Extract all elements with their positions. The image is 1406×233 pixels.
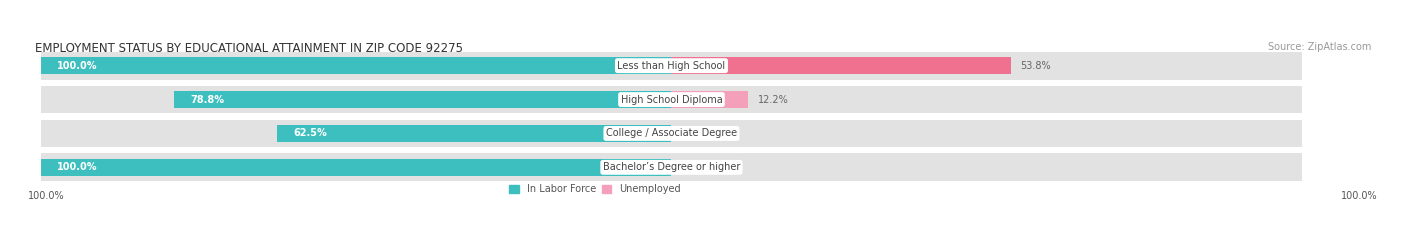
Text: 100.0%: 100.0%: [28, 191, 65, 201]
Text: Source: ZipAtlas.com: Source: ZipAtlas.com: [1268, 42, 1371, 52]
Legend: In Labor Force, Unemployed: In Labor Force, Unemployed: [505, 180, 685, 198]
Bar: [174, 91, 672, 108]
Text: 0.0%: 0.0%: [681, 128, 706, 138]
Text: 0.0%: 0.0%: [681, 162, 706, 172]
Bar: [41, 57, 672, 75]
Bar: [41, 52, 1302, 79]
Bar: [41, 86, 1302, 113]
Text: Bachelor’s Degree or higher: Bachelor’s Degree or higher: [603, 162, 740, 172]
Text: EMPLOYMENT STATUS BY EDUCATIONAL ATTAINMENT IN ZIP CODE 92275: EMPLOYMENT STATUS BY EDUCATIONAL ATTAINM…: [35, 42, 463, 55]
Text: 12.2%: 12.2%: [758, 95, 789, 105]
Text: High School Diploma: High School Diploma: [620, 95, 723, 105]
Text: 100.0%: 100.0%: [1341, 191, 1378, 201]
Text: College / Associate Degree: College / Associate Degree: [606, 128, 737, 138]
Text: 62.5%: 62.5%: [292, 128, 326, 138]
Text: 53.8%: 53.8%: [1021, 61, 1050, 71]
Text: 100.0%: 100.0%: [56, 162, 97, 172]
Text: 100.0%: 100.0%: [56, 61, 97, 71]
Bar: [277, 125, 672, 142]
Text: Less than High School: Less than High School: [617, 61, 725, 71]
Bar: [672, 91, 748, 108]
Bar: [41, 120, 1302, 147]
Text: 78.8%: 78.8%: [190, 95, 224, 105]
Bar: [41, 158, 672, 176]
Bar: [672, 57, 1011, 75]
Bar: [41, 154, 1302, 181]
